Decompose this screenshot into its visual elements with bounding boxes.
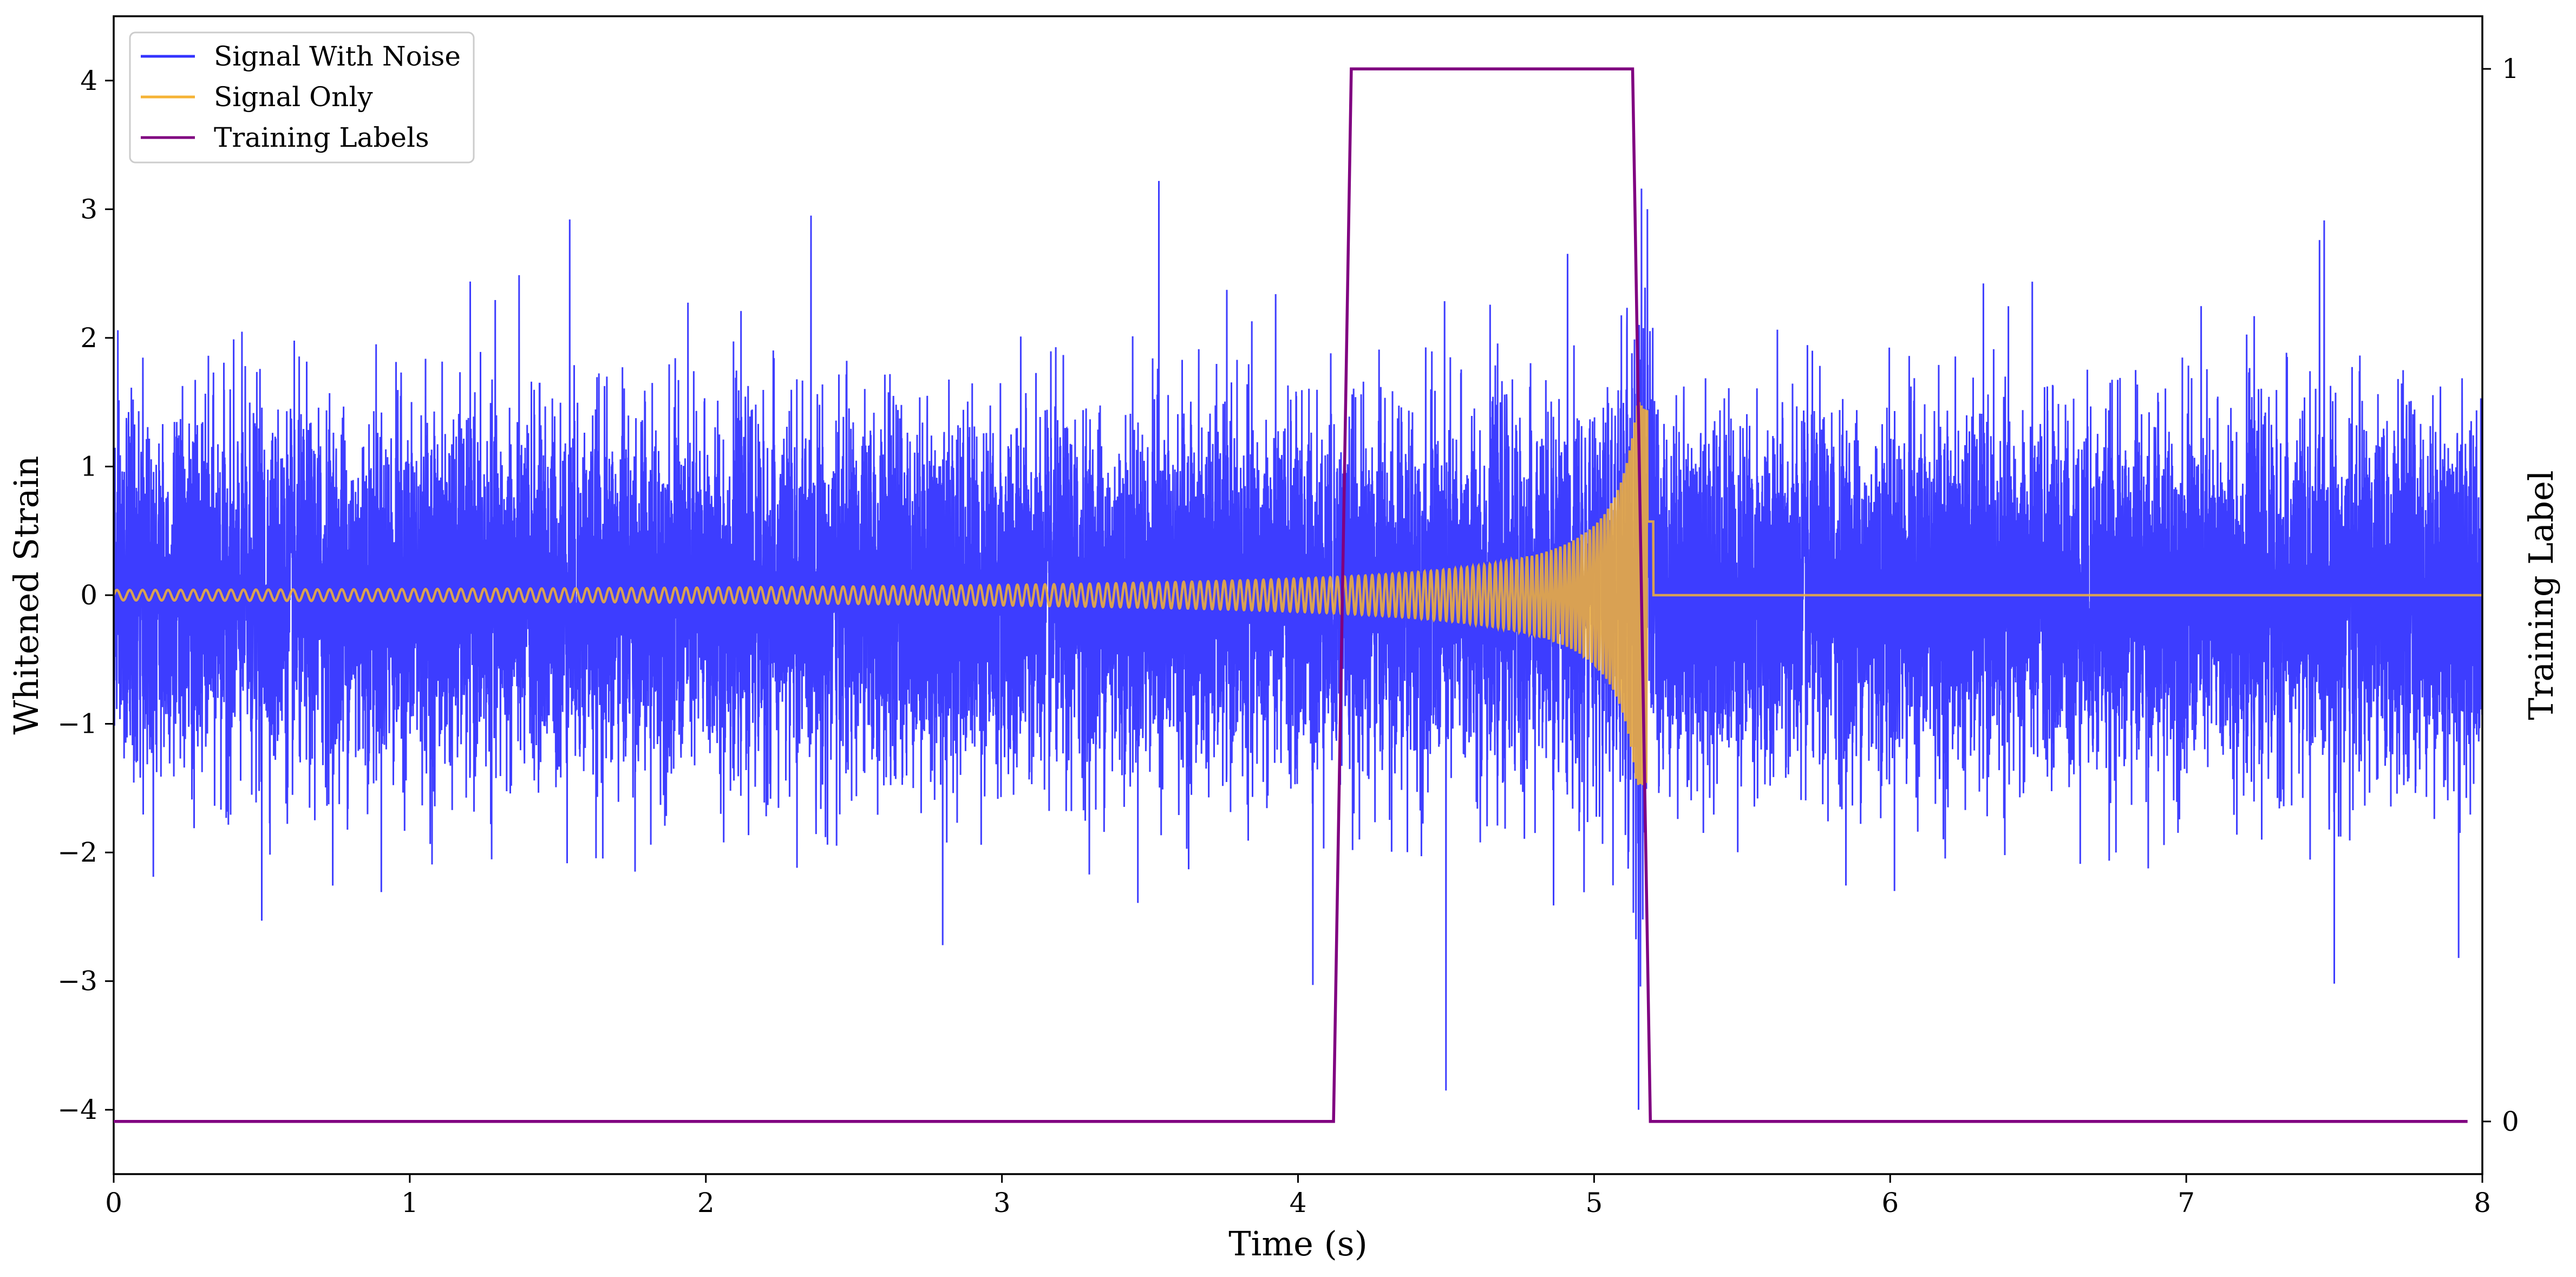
y-tick-label: −4 [57, 1094, 97, 1125]
series-signal-with-noise [114, 181, 2482, 1110]
x-tick-label: 5 [1585, 1187, 1603, 1219]
legend-label-signal-with-noise: Signal With Noise [214, 41, 461, 72]
x-tick-label: 6 [1881, 1187, 1899, 1219]
x-tick-label: 4 [1290, 1187, 1307, 1219]
plot-frame [113, 15, 2483, 1175]
legend-label-training-labels: Training Labels [214, 122, 429, 153]
y2-axis-title: Training Label [2521, 470, 2561, 720]
x-axis-title: Time (s) [1228, 1224, 1368, 1263]
x-tick-label: 0 [105, 1187, 122, 1219]
plot-area [114, 181, 2482, 1110]
y-tick-label: 3 [80, 193, 97, 225]
legend: Signal With Noise Signal Only Training L… [129, 31, 475, 164]
y-axis-title: Whitened Strain [6, 456, 46, 735]
x-tick-label: 7 [2178, 1187, 2195, 1219]
legend-box [129, 31, 475, 164]
y2-tick-label: 0 [2502, 1106, 2519, 1137]
x-tick-label: 2 [697, 1187, 715, 1219]
y-tick-label: 0 [80, 579, 97, 611]
y-tick-label: 2 [80, 322, 97, 354]
y2-tick-label: 1 [2502, 53, 2519, 84]
y-tick-label: −1 [57, 708, 97, 740]
y-tick-label: −3 [57, 966, 97, 997]
legend-label-signal-only: Signal Only [214, 81, 373, 113]
x-tick-label: 3 [993, 1187, 1011, 1219]
x-tick-label: 8 [2474, 1187, 2491, 1219]
series-signal-only [114, 402, 2482, 789]
y-tick-label: 1 [80, 451, 97, 482]
series-training-labels [114, 67, 2468, 1123]
y-tick-label: 4 [80, 65, 97, 96]
y-tick-label: −2 [57, 837, 97, 868]
ticks: 0 1 2 3 4 5 6 7 8 −4 −3 −2 −1 0 1 2 3 4 0 1 [57, 53, 2519, 1219]
x-tick-label: 1 [401, 1187, 419, 1219]
